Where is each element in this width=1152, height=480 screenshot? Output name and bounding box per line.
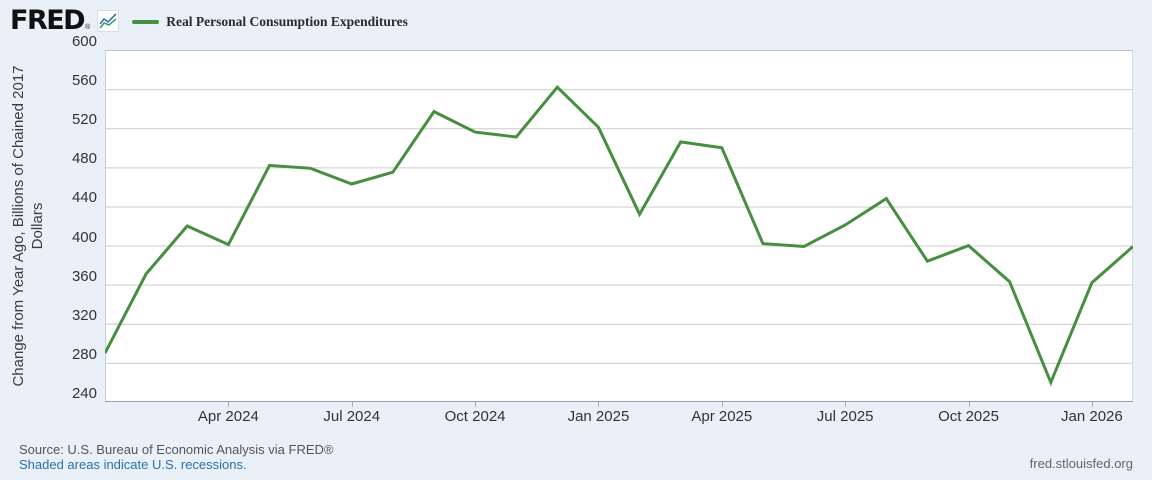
line-chart-canvas: [105, 50, 1133, 402]
y-tick-label: 360: [71, 267, 97, 285]
fred-logo-text: FRED: [10, 4, 86, 36]
chart-header: FRED ® Real Personal Consumption Expendi…: [10, 4, 408, 36]
x-tick-label: Jan 2025: [567, 408, 630, 425]
x-tick-label: Jul 2024: [323, 408, 381, 425]
x-tick-mark: [1091, 402, 1093, 407]
x-tick-label: Apr 2025: [691, 408, 753, 425]
fred-logo[interactable]: FRED ®: [10, 4, 120, 36]
y-tick-label: 280: [71, 345, 97, 363]
source-attribution: Source: U.S. Bureau of Economic Analysis…: [19, 442, 334, 457]
y-tick-label: 600: [71, 33, 97, 50]
plot-area[interactable]: [105, 50, 1133, 402]
x-tick-mark: [475, 402, 477, 407]
y-tick-label: 320: [71, 306, 97, 324]
legend-line-swatch: [132, 20, 160, 24]
x-tick-mark: [721, 402, 723, 407]
y-axis-title: Change from Year Ago, Billions of Chaine…: [10, 65, 46, 387]
y-tick-label: 520: [71, 111, 97, 129]
y-tick-label: 400: [71, 228, 97, 246]
y-tick-label: 480: [71, 150, 97, 168]
pce-line-series: [105, 84, 1133, 387]
fred-sparkline-icon: [97, 9, 120, 32]
chart-legend: Real Personal Consumption Expenditures: [132, 14, 408, 30]
legend-series-label: Real Personal Consumption Expenditures: [166, 14, 408, 29]
fred-site-url: fred.stlouisfed.org: [1029, 456, 1133, 471]
x-tick-label: Oct 2024: [444, 408, 506, 425]
x-tick-label: Jan 2026: [1061, 408, 1123, 425]
registered-trademark: ®: [85, 23, 91, 31]
x-tick-mark: [228, 402, 230, 407]
y-tick-label: 560: [71, 72, 97, 90]
x-tick-label: Oct 2025: [938, 408, 999, 425]
x-tick-label: Apr 2024: [197, 408, 259, 425]
x-tick-mark: [598, 402, 600, 407]
y-tick-label: 240: [71, 385, 97, 402]
y-tick-label: 440: [71, 189, 97, 207]
x-tick-mark: [351, 402, 353, 407]
x-tick-label: Jul 2025: [816, 408, 874, 425]
recession-shading-link[interactable]: Shaded areas indicate U.S. recessions.: [19, 457, 247, 472]
x-tick-mark: [845, 402, 847, 407]
x-tick-mark: [968, 402, 970, 407]
